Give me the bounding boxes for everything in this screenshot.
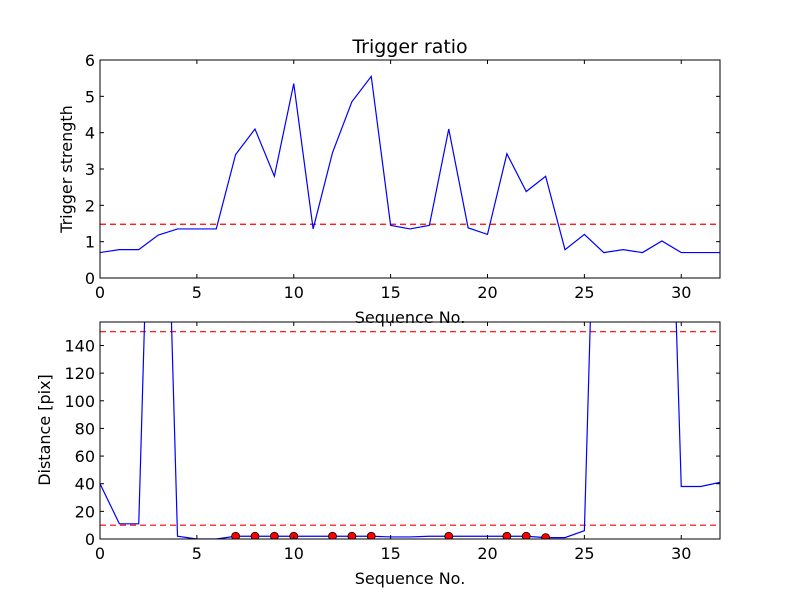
x-tick-label: 10 [284, 544, 304, 563]
y-tick-label: 1 [85, 233, 95, 252]
data-point-marker [347, 531, 357, 539]
x-axis: 0 5 10 15 20 25 30 [95, 322, 691, 563]
chart-title: Trigger ratio [351, 36, 467, 58]
y-tick-label: 80 [75, 419, 95, 438]
y-tick-label: 3 [85, 160, 95, 179]
x-tick-label: 20 [477, 283, 497, 302]
data-point-marker [444, 531, 454, 539]
plot-area [100, 74, 720, 254]
y-tick-label: 100 [64, 392, 95, 411]
y-tick-label: 4 [85, 124, 95, 143]
x-tick-label: 0 [95, 283, 105, 302]
x-tick-label: 15 [380, 283, 400, 302]
y-tick-label: 60 [75, 447, 95, 466]
y-axis: 0 20 40 60 80 100 120 140 [64, 336, 720, 549]
data-point-marker [541, 533, 551, 539]
y-tick-label: 5 [85, 87, 95, 106]
x-tick-label: 20 [477, 544, 497, 563]
x-tick-label: 0 [95, 544, 105, 563]
y-axis: 0 1 2 3 4 5 6 [85, 51, 720, 288]
x-tick-label: 15 [380, 544, 400, 563]
data-point-marker [250, 531, 260, 539]
x-tick-label: 25 [574, 544, 594, 563]
y-tick-label: 0 [85, 269, 95, 288]
y-axis-label: Trigger strength [57, 105, 76, 234]
x-axis-label: Sequence No. [355, 569, 466, 588]
y-tick-label: 120 [64, 364, 95, 383]
x-tick-label: 30 [671, 283, 691, 302]
axes-frame [99, 59, 721, 279]
y-tick-label: 6 [85, 51, 95, 70]
y-tick-label: 2 [85, 196, 95, 215]
x-tick-label: 25 [574, 283, 594, 302]
y-axis-label: Distance [pix] [35, 374, 54, 486]
axes-frame [99, 321, 721, 540]
data-point-marker [521, 531, 531, 539]
data-point-marker [231, 531, 241, 539]
trigger-ratio-chart: Trigger ratio 0 5 10 15 20 25 30 0 1 2 3 4 5 6 Seque… [57, 36, 721, 327]
x-axis: 0 5 10 15 20 25 30 [95, 60, 691, 302]
x-tick-label: 10 [284, 283, 304, 302]
plot-area [100, 322, 720, 539]
y-tick-label: 40 [75, 475, 95, 494]
y-tick-label: 20 [75, 502, 95, 521]
marker-group [231, 531, 551, 539]
data-point-marker [328, 531, 337, 539]
distance-chart: 0 5 10 15 20 25 30 0 20 40 60 80 100 120 140 Sequence… [35, 321, 721, 588]
data-point-marker [502, 531, 512, 539]
y-tick-label: 140 [64, 336, 95, 355]
x-tick-label: 30 [671, 544, 691, 563]
y-tick-label: 0 [85, 530, 95, 549]
x-tick-label: 5 [192, 544, 202, 563]
series-group [100, 74, 720, 254]
threshold-lines [100, 331, 720, 526]
x-tick-label: 5 [192, 283, 202, 302]
series-group [100, 322, 720, 539]
data-point-marker [366, 531, 376, 539]
series-line [100, 74, 720, 254]
data-point-marker [269, 531, 279, 539]
series-line [100, 322, 720, 539]
x-axis-label: Sequence No. [355, 308, 466, 327]
